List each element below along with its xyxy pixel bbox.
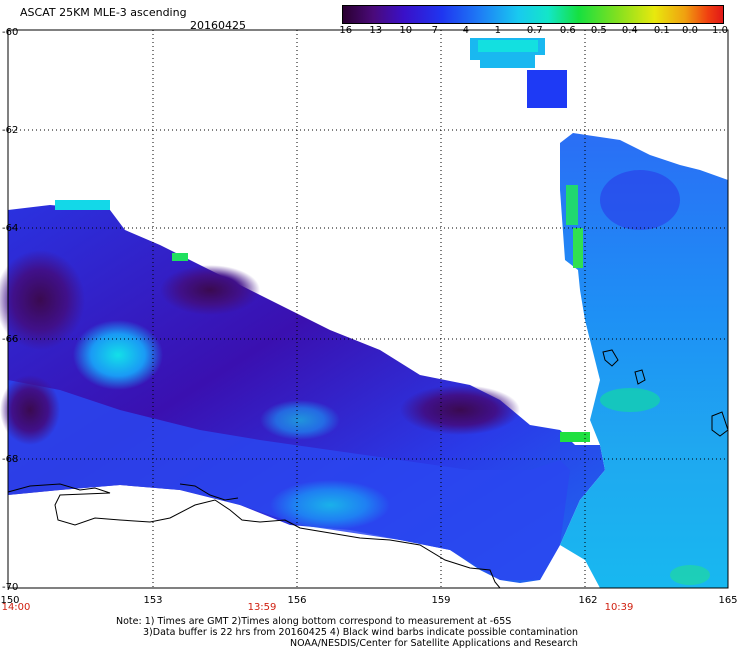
time-labels: 14:00 13:59 10:39 [2, 602, 634, 613]
lon-label: 156 [287, 595, 306, 606]
note-line-1: Note: 1) Times are GMT 2)Times along bot… [116, 616, 512, 627]
island-outline [602, 349, 619, 367]
data-swath-east [560, 133, 728, 588]
green-strip [566, 185, 578, 225]
cyan-pixel [55, 200, 110, 210]
dark-patch [0, 250, 85, 350]
green-patch [600, 388, 660, 412]
time-label: 14:00 [2, 602, 31, 613]
lon-label: 165 [718, 595, 737, 606]
product-title: ASCAT 25KM MLE-3 ascending [20, 6, 187, 19]
green-pixel [560, 432, 590, 442]
lat-label: -62 [2, 125, 18, 136]
latitude-labels: -60 -62 -64 -66 -68 -70 [2, 27, 18, 593]
note-line-2: 3)Data buffer is 22 hrs from 20160425 4)… [143, 627, 579, 638]
green-patch [670, 565, 710, 585]
lon-label: 153 [143, 595, 162, 606]
green-pixel [172, 253, 188, 261]
dark-patch [400, 385, 520, 435]
lat-label: -64 [2, 223, 18, 234]
plot-frame [7, 29, 729, 589]
cyan-patch [270, 480, 390, 530]
cyan-patch [73, 320, 163, 390]
data-swath-lower [8, 380, 570, 580]
graticule [8, 30, 728, 588]
longitude-labels: 150 153 156 159 162 165 [0, 595, 737, 606]
lon-label: 162 [578, 595, 597, 606]
product-date: 20160425 [190, 19, 246, 32]
island-outline [711, 411, 729, 437]
lon-label: 159 [431, 595, 450, 606]
dark-patch [0, 375, 60, 445]
coastline [7, 483, 501, 589]
data-swath-top-block [527, 70, 567, 108]
lon-label: 150 [0, 595, 19, 606]
blue-patch [600, 170, 680, 230]
time-label: 10:39 [605, 602, 634, 613]
data-swath-top-cyan [478, 40, 538, 52]
lat-label: -68 [2, 454, 18, 465]
note-line-3: NOAA/NESDIS/Center for Satellite Applica… [290, 638, 578, 649]
island-outline [634, 369, 646, 385]
lat-label: -70 [2, 582, 18, 593]
coastline [179, 483, 239, 501]
lat-label: -66 [2, 334, 18, 345]
cyan-patch [260, 400, 340, 440]
colorbar [342, 5, 724, 24]
green-strip [573, 228, 583, 268]
lat-label: -60 [2, 27, 18, 38]
dark-patch [160, 265, 260, 315]
time-label: 13:59 [248, 602, 277, 613]
